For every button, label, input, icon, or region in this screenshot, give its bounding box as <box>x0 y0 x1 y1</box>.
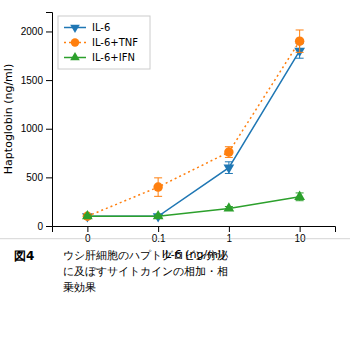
series <box>82 44 305 223</box>
error-bar <box>225 147 233 158</box>
legend-symbol <box>70 25 80 33</box>
y-axis: 0 500 1000 1500 2000 <box>21 13 53 232</box>
x-tick: 0.1 <box>152 226 166 244</box>
separator <box>0 238 350 239</box>
legend-box <box>58 16 150 69</box>
legend-label: IL-6 <box>92 22 110 33</box>
y-tick-label: 0 <box>37 221 43 232</box>
point <box>153 210 164 219</box>
x-axis: 0 0.1 1 10 <box>53 226 336 244</box>
point <box>82 210 93 219</box>
error-bar <box>154 178 162 196</box>
x-tick: 0 <box>85 226 91 244</box>
chart: 00.11100500100015002000IL-6 (ng/ml)Hapto… <box>0 0 350 341</box>
series-line <box>87 51 299 216</box>
point <box>153 182 162 191</box>
point <box>224 202 235 211</box>
point <box>224 147 233 156</box>
y-tick-mark <box>46 226 52 227</box>
y-tick: 1000 <box>21 123 52 134</box>
y-axis-title: Haptoglobin (ng/ml) <box>2 64 15 174</box>
y-tick: 0 <box>37 221 52 232</box>
caption-text: ウシ肝細胞のハプトグロビン分泌に及ぼすサイトカインの相加・相乗効果 <box>63 249 228 294</box>
point <box>294 191 305 200</box>
legend-item: IL-6+IFN <box>64 52 135 63</box>
x-tick-mark <box>87 226 88 232</box>
x-tick: 1 <box>227 226 233 244</box>
x-tick-mark <box>158 226 159 232</box>
series <box>82 191 305 220</box>
y-tick-mark <box>46 31 52 32</box>
legend-symbol <box>70 52 80 60</box>
legend-item: IL-6+TNF <box>64 37 138 48</box>
plot: 00.11100500100015002000IL-6 (ng/ml)Hapto… <box>2 13 336 262</box>
series <box>83 30 305 221</box>
y-tick-mark <box>46 129 52 130</box>
caption-number: 図4 <box>14 249 34 263</box>
legend-label: IL-6+IFN <box>92 52 135 63</box>
x-tick: 10 <box>295 226 307 244</box>
y-tick-mark <box>46 80 52 81</box>
y-tick: 500 <box>26 172 52 183</box>
y-tick: 1500 <box>21 75 52 86</box>
legend-item: IL-6 <box>64 22 110 33</box>
point <box>224 165 235 174</box>
x-axis-line <box>53 227 336 233</box>
y-tick: 2000 <box>21 26 52 37</box>
y-tick-label: 1500 <box>21 75 44 86</box>
y-axis-line <box>46 13 53 227</box>
error-bar <box>296 30 304 52</box>
y-tick-mark <box>46 177 52 178</box>
marks <box>82 30 305 222</box>
y-tick-label: 500 <box>26 172 43 183</box>
x-tick-mark <box>229 226 230 232</box>
series-line <box>87 197 299 216</box>
point <box>295 36 304 45</box>
y-tick-label: 1000 <box>21 123 44 134</box>
legend: IL-6 IL-6+TNF IL-6+IFN <box>58 16 150 69</box>
y-tick-label: 2000 <box>21 26 44 37</box>
x-tick-mark <box>300 226 301 232</box>
legend-symbol <box>71 38 79 46</box>
legend-label: IL-6+TNF <box>92 37 138 48</box>
